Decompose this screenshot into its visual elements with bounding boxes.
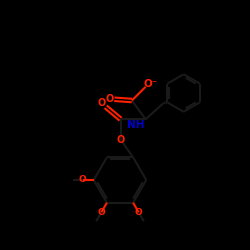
Text: O: O	[116, 135, 125, 145]
Text: O: O	[97, 208, 105, 217]
Text: O: O	[78, 176, 86, 184]
Text: O: O	[135, 208, 142, 217]
Text: O⁻: O⁻	[144, 79, 158, 89]
Text: O: O	[106, 94, 114, 104]
Text: NH: NH	[127, 120, 144, 130]
Text: O: O	[97, 98, 105, 108]
